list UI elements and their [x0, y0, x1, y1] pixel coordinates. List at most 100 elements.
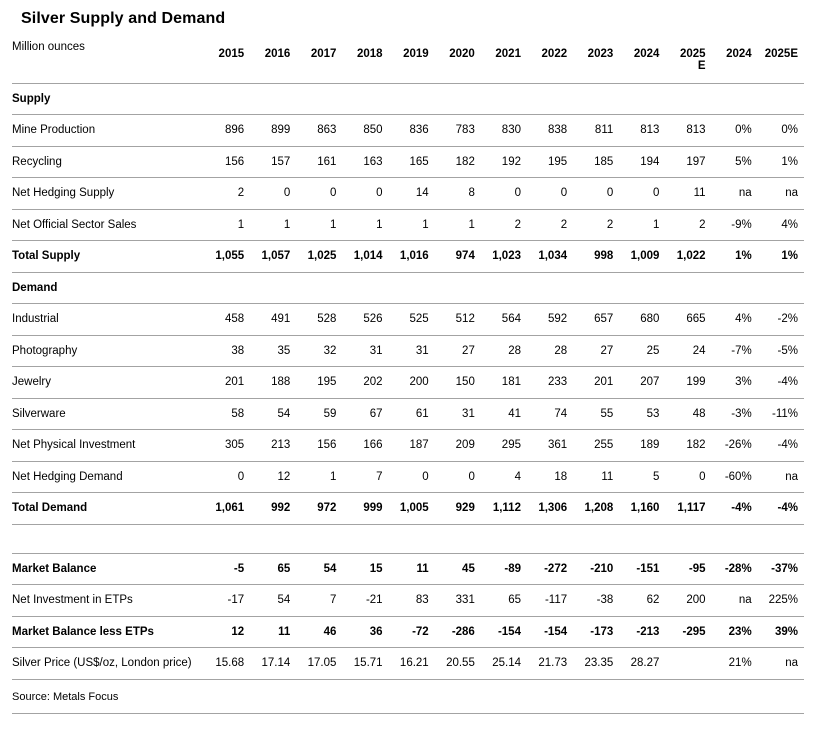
cell-value: 28 [508, 344, 521, 357]
cell-value: 2 [514, 218, 521, 231]
cell-value: 0 [560, 187, 568, 200]
cell-value: 150 [455, 376, 475, 389]
cell-value: 830 [501, 124, 521, 137]
cell-value [389, 524, 435, 553]
cell-value: 188 [271, 376, 291, 389]
cell-value: 23.35 [584, 657, 614, 670]
cell-value: 458 [224, 313, 245, 326]
cell-value: 11 [278, 625, 291, 638]
cell-value: 1,025 [307, 250, 337, 263]
cell-value: na [785, 657, 798, 670]
cell-value: 36 [369, 625, 383, 638]
cell-value: 295 [501, 439, 521, 452]
cell-value: 192 [501, 155, 521, 168]
cell-value: 11 [601, 470, 614, 483]
cell-value [342, 83, 388, 115]
cell-value: 1,005 [399, 502, 429, 515]
cell-value: 783 [455, 124, 475, 137]
table-row: Silver Price (US$/oz, London price) 15.68… [12, 648, 804, 679]
cell-value: 1,208 [584, 502, 614, 515]
cell-value: 526 [363, 313, 383, 326]
cell-value: -38 [596, 594, 614, 607]
cell-value: 811 [594, 124, 614, 137]
cell-value: 12 [231, 625, 245, 638]
cell-value: 181 [501, 376, 521, 389]
cell-value: 0 [376, 187, 383, 200]
cell-value: 225% [768, 594, 798, 607]
year-header: 2022 [541, 48, 568, 60]
cell-value [619, 83, 665, 115]
cell-value: 200 [686, 594, 706, 607]
cell-value: 0 [514, 187, 521, 200]
cell-value: -72 [412, 625, 429, 638]
cell-value: na [785, 187, 798, 200]
cell-value: 4 [514, 470, 521, 483]
cell-value: -37% [771, 562, 798, 575]
cell-value: 896 [224, 124, 245, 137]
cell-value: 17.14 [261, 657, 291, 670]
table-row: Net Official Sector Sales 1 1 1 1 1 1 2 2 2 1 2 -9% 4… [12, 209, 804, 241]
cell-value [573, 83, 619, 115]
spacer-row [12, 524, 804, 553]
year-header: 2025E [764, 48, 798, 60]
cell-value: -286 [451, 625, 475, 638]
cell-value: 194 [640, 155, 660, 168]
cell-value: 1,057 [261, 250, 291, 263]
year-header: 2024 [726, 48, 752, 60]
cell-value: 929 [455, 502, 475, 515]
cell-value: 1,160 [630, 502, 660, 515]
cell-value [204, 272, 250, 304]
cell-value: 182 [686, 439, 706, 452]
cell-value [250, 272, 296, 304]
cell-value: -9% [731, 218, 752, 231]
cell-value: 525 [409, 313, 429, 326]
year-header: 2023 [587, 48, 614, 60]
cell-value: 592 [547, 313, 568, 326]
cell-value: 863 [317, 124, 337, 137]
year-header: 2016 [264, 48, 291, 60]
cell-value: 1,014 [353, 250, 383, 263]
cell-value: 992 [271, 502, 291, 515]
year-header: 2017 [310, 48, 337, 60]
cell-value: 46 [323, 625, 337, 638]
cell-value: -4% [777, 439, 798, 452]
cell-value: 11 [416, 562, 429, 575]
cell-value: 28.27 [630, 657, 660, 670]
cell-value [712, 83, 758, 115]
cell-value: 665 [686, 313, 706, 326]
cell-value: -173 [590, 625, 614, 638]
cell-value: 1 [422, 218, 429, 231]
cell-value: -154 [544, 625, 568, 638]
cell-value [342, 524, 388, 553]
row-label: Jewelry [12, 376, 51, 389]
cell-value: 54 [277, 594, 291, 607]
row-label: Photography [12, 344, 78, 357]
cell-value: -4% [777, 376, 798, 389]
row-label: Supply [12, 92, 51, 105]
cell-value: 4% [735, 313, 752, 326]
cell-value [712, 272, 758, 304]
cell-value: 21.73 [538, 657, 568, 670]
cell-value: 0 [237, 470, 245, 483]
cell-value: 165 [409, 155, 429, 168]
section-row: Demand [12, 272, 804, 304]
cell-value: 2 [560, 218, 568, 231]
row-label: Demand [12, 281, 58, 294]
cell-value: 213 [271, 439, 291, 452]
cell-value [204, 83, 250, 115]
cell-value: 0 [468, 470, 475, 483]
page-title: Silver Supply and Demand [21, 10, 226, 27]
cell-value: 0 [606, 187, 614, 200]
cell-value: 161 [317, 155, 337, 168]
table-row: Net Hedging Demand 0 12 1 7 0 0 4 18 11 5 0 -60% na [12, 461, 804, 493]
cell-value: 998 [594, 250, 614, 263]
cell-value: 657 [594, 313, 614, 326]
cell-value: 59 [323, 407, 337, 420]
cell-value: 972 [317, 502, 337, 515]
cell-value: 24 [692, 344, 706, 357]
cell-value [435, 272, 481, 304]
cell-value [665, 272, 711, 304]
header-row: Million ounces 2015 2016 2017 2018 2019 2020 2… [12, 41, 804, 83]
cell-value: 1,016 [399, 250, 429, 263]
cell-value [758, 524, 804, 553]
